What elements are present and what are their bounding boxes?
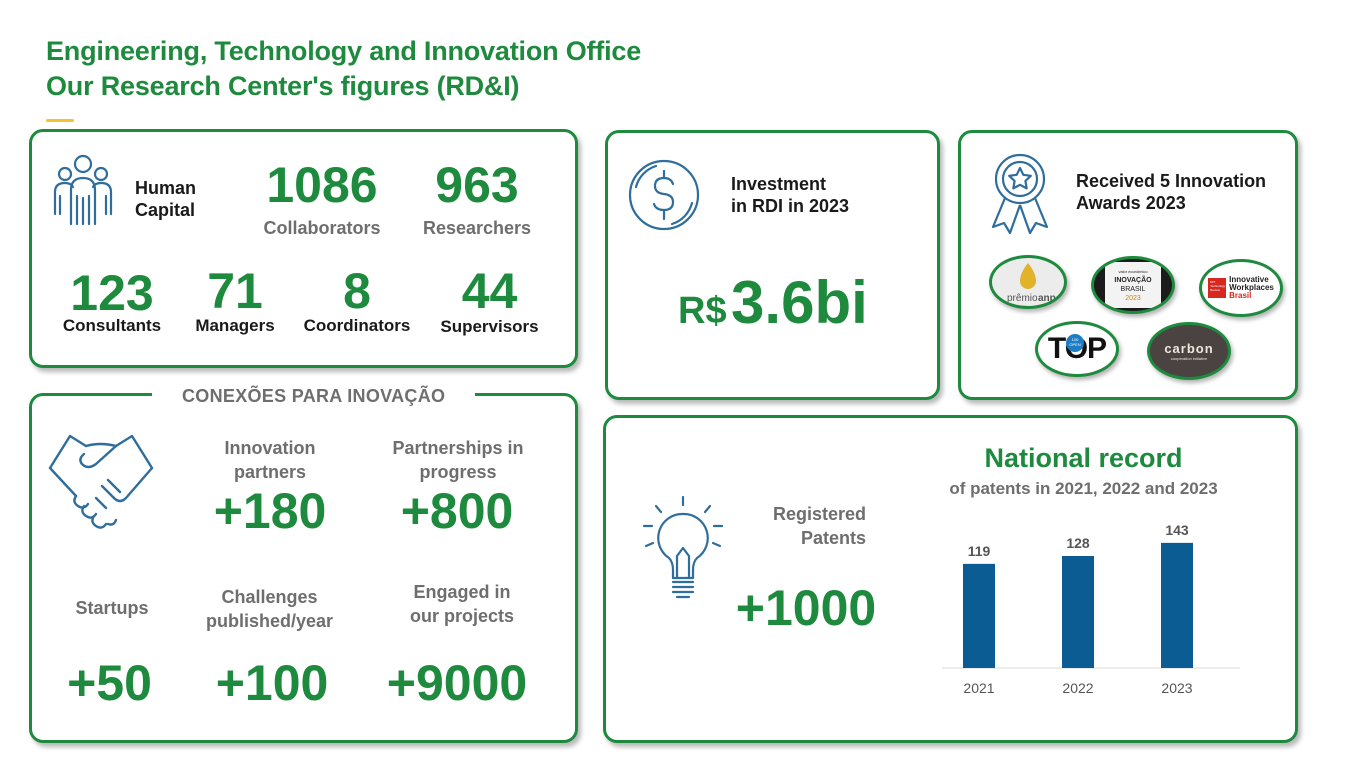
supervisors-label: Supervisors [440, 317, 539, 336]
investment-currency: R$ [678, 290, 727, 332]
human-capital-label-line2: Capital [135, 200, 196, 220]
engaged-label: Engaged in our projects [387, 580, 537, 628]
collaborators-value: 1086 [266, 157, 378, 213]
carbon-word: carbon [1164, 341, 1214, 356]
x-tick-label-2022: 2022 [1062, 680, 1093, 696]
challenges-value: +100 [215, 655, 329, 711]
investment-amount: R$ 3.6bi [678, 268, 868, 337]
connections-section-title: CONEXÕES PARA INOVAÇÃO [152, 386, 476, 407]
page-title-line1: Engineering, Technology and Innovation O… [46, 36, 642, 66]
awards-label-line1: Received 5 Innovation [1076, 171, 1267, 191]
researchers-value: 963 [435, 157, 519, 213]
chart-title: National record [984, 443, 1183, 473]
patents-bar-chart: 119 2021 128 2022 143 2023 [942, 522, 1240, 696]
coordinators-value: 8 [343, 263, 371, 319]
awards-label: Received 5 Innovation Awards 2023 [1076, 170, 1266, 214]
registered-patents-value: +1000 [735, 580, 877, 636]
supervisors-value: 44 [461, 263, 518, 319]
registered-patents-label-line2: Patents [800, 528, 866, 548]
premio-anp-text: prêmio [1007, 293, 1038, 304]
lightbulb-icon [642, 495, 724, 599]
challenges-label-line2: published/year [205, 611, 334, 631]
awards-card: Received 5 Innovation Awards 2023 prêmio… [958, 130, 1298, 400]
challenges-label-line1: Challenges [221, 587, 318, 607]
connections-card: Innovation partners +180 Partnerships in… [29, 393, 578, 743]
collaborators-label: Collaborators [263, 218, 381, 238]
handshake-icon [48, 434, 154, 529]
managers-value: 71 [207, 263, 263, 319]
workplaces-line2: Workplaces [1229, 283, 1274, 292]
investment-label-line1: Investment [731, 174, 827, 194]
partnerships-label: Partnerships in progress [378, 436, 538, 484]
bar-2023 [1161, 542, 1193, 668]
top-100-badge: 100 OPEN [1066, 334, 1084, 352]
inovacao-top-text: valor econômico [1118, 269, 1148, 274]
award-ribbon-icon [991, 153, 1049, 235]
title-accent-line [46, 119, 74, 122]
x-tick-label-2021: 2021 [963, 680, 994, 696]
coordinators-label: Coordinators [303, 316, 411, 335]
x-tick-label-2023: 2023 [1161, 680, 1192, 696]
carbon-text: carbon cooperation initiative [1164, 341, 1213, 361]
engaged-label-line2: our projects [409, 606, 515, 626]
registered-patents-label: Registered Patents [746, 502, 866, 550]
human-capital-card: Human Capital 1086 Collaborators 963 Res… [29, 129, 578, 368]
chart-subtitle: of patents in 2021, 2022 and 2023 [949, 479, 1218, 498]
page-title-line2: Our Research Center's figures (RD&I) [46, 71, 520, 101]
patents-card: Registered Patents +1000 National record… [603, 415, 1298, 743]
premio-anp-drop-icon: prêmio anp [1007, 263, 1056, 304]
workplaces-line1: Innovative [1229, 275, 1269, 284]
registered-patents-label-line1: Registered [772, 504, 866, 524]
investment-value: 3.6bi [731, 269, 868, 336]
bar-2021 [963, 563, 995, 668]
investment-card: Investment in RDI in 2023 R$ 3.6bi [605, 130, 940, 400]
investment-label: Investment in RDI in 2023 [731, 173, 849, 217]
consultants-label: Consultants [62, 316, 162, 335]
partnerships-label-line2: progress [419, 462, 497, 482]
workplaces-text: Innovative Workplaces Brasil [1229, 276, 1274, 300]
innovation-partners-label: Innovation partners [210, 436, 330, 484]
awards-label-line2: Awards 2023 [1076, 193, 1186, 213]
engaged-label-line1: Engaged in [413, 582, 511, 602]
dollar-coin-icon [628, 159, 700, 231]
inovacao-brasil-logo: valor econômico INOVAÇÃO BRASIL 2023 [1091, 256, 1175, 314]
workplaces-line3: Brasil [1229, 291, 1252, 300]
carbon-logo: carbon cooperation initiative [1147, 322, 1231, 380]
consultants-value: 123 [70, 265, 154, 321]
page-title: Engineering, Technology and Innovation O… [46, 34, 641, 104]
innovation-partners-value: +180 [213, 483, 327, 539]
premio-anp-logo: prêmio anp [989, 255, 1067, 309]
startups-value: +50 [67, 655, 152, 711]
inovacao-brasil-plate: valor econômico INOVAÇÃO BRASIL 2023 [1105, 262, 1161, 308]
partnerships-value: +800 [400, 483, 514, 539]
engaged-value: +9000 [386, 655, 528, 711]
data-label-2023: 143 [1165, 522, 1189, 538]
carbon-sub: cooperation initiative [1170, 356, 1208, 361]
managers-label: Managers [195, 316, 275, 335]
inovacao-year-text: 2023 [1125, 295, 1141, 302]
data-label-2021: 119 [968, 543, 991, 559]
investment-label-line2: in RDI in 2023 [731, 196, 850, 216]
innovation-partners-label-line1: Innovation [224, 438, 316, 458]
innovation-partners-label-line2: partners [233, 462, 307, 482]
partnerships-label-line1: Partnerships in [392, 438, 524, 458]
mit-badge: MIT Technology Review [1208, 278, 1227, 298]
bar-2022 [1062, 556, 1094, 668]
human-capital-label: Human Capital [135, 177, 196, 221]
challenges-label: Challenges published/year [192, 585, 347, 633]
inovacao-sub-text: BRASIL [1120, 286, 1146, 293]
top-100-open-logo: TOP 100 OPEN [1035, 321, 1119, 377]
innovative-workplaces-logo: MIT Technology Review Innovative Workpla… [1199, 259, 1283, 317]
startups-label: Startups [75, 598, 149, 618]
human-capital-label-line1: Human [135, 178, 197, 198]
data-label-2022: 128 [1066, 535, 1090, 551]
inovacao-main-text: INOVAÇÃO [1114, 277, 1152, 284]
premio-anp-text-bold: anp [1038, 293, 1056, 304]
people-group-icon [53, 154, 113, 226]
researchers-label: Researchers [422, 218, 532, 238]
